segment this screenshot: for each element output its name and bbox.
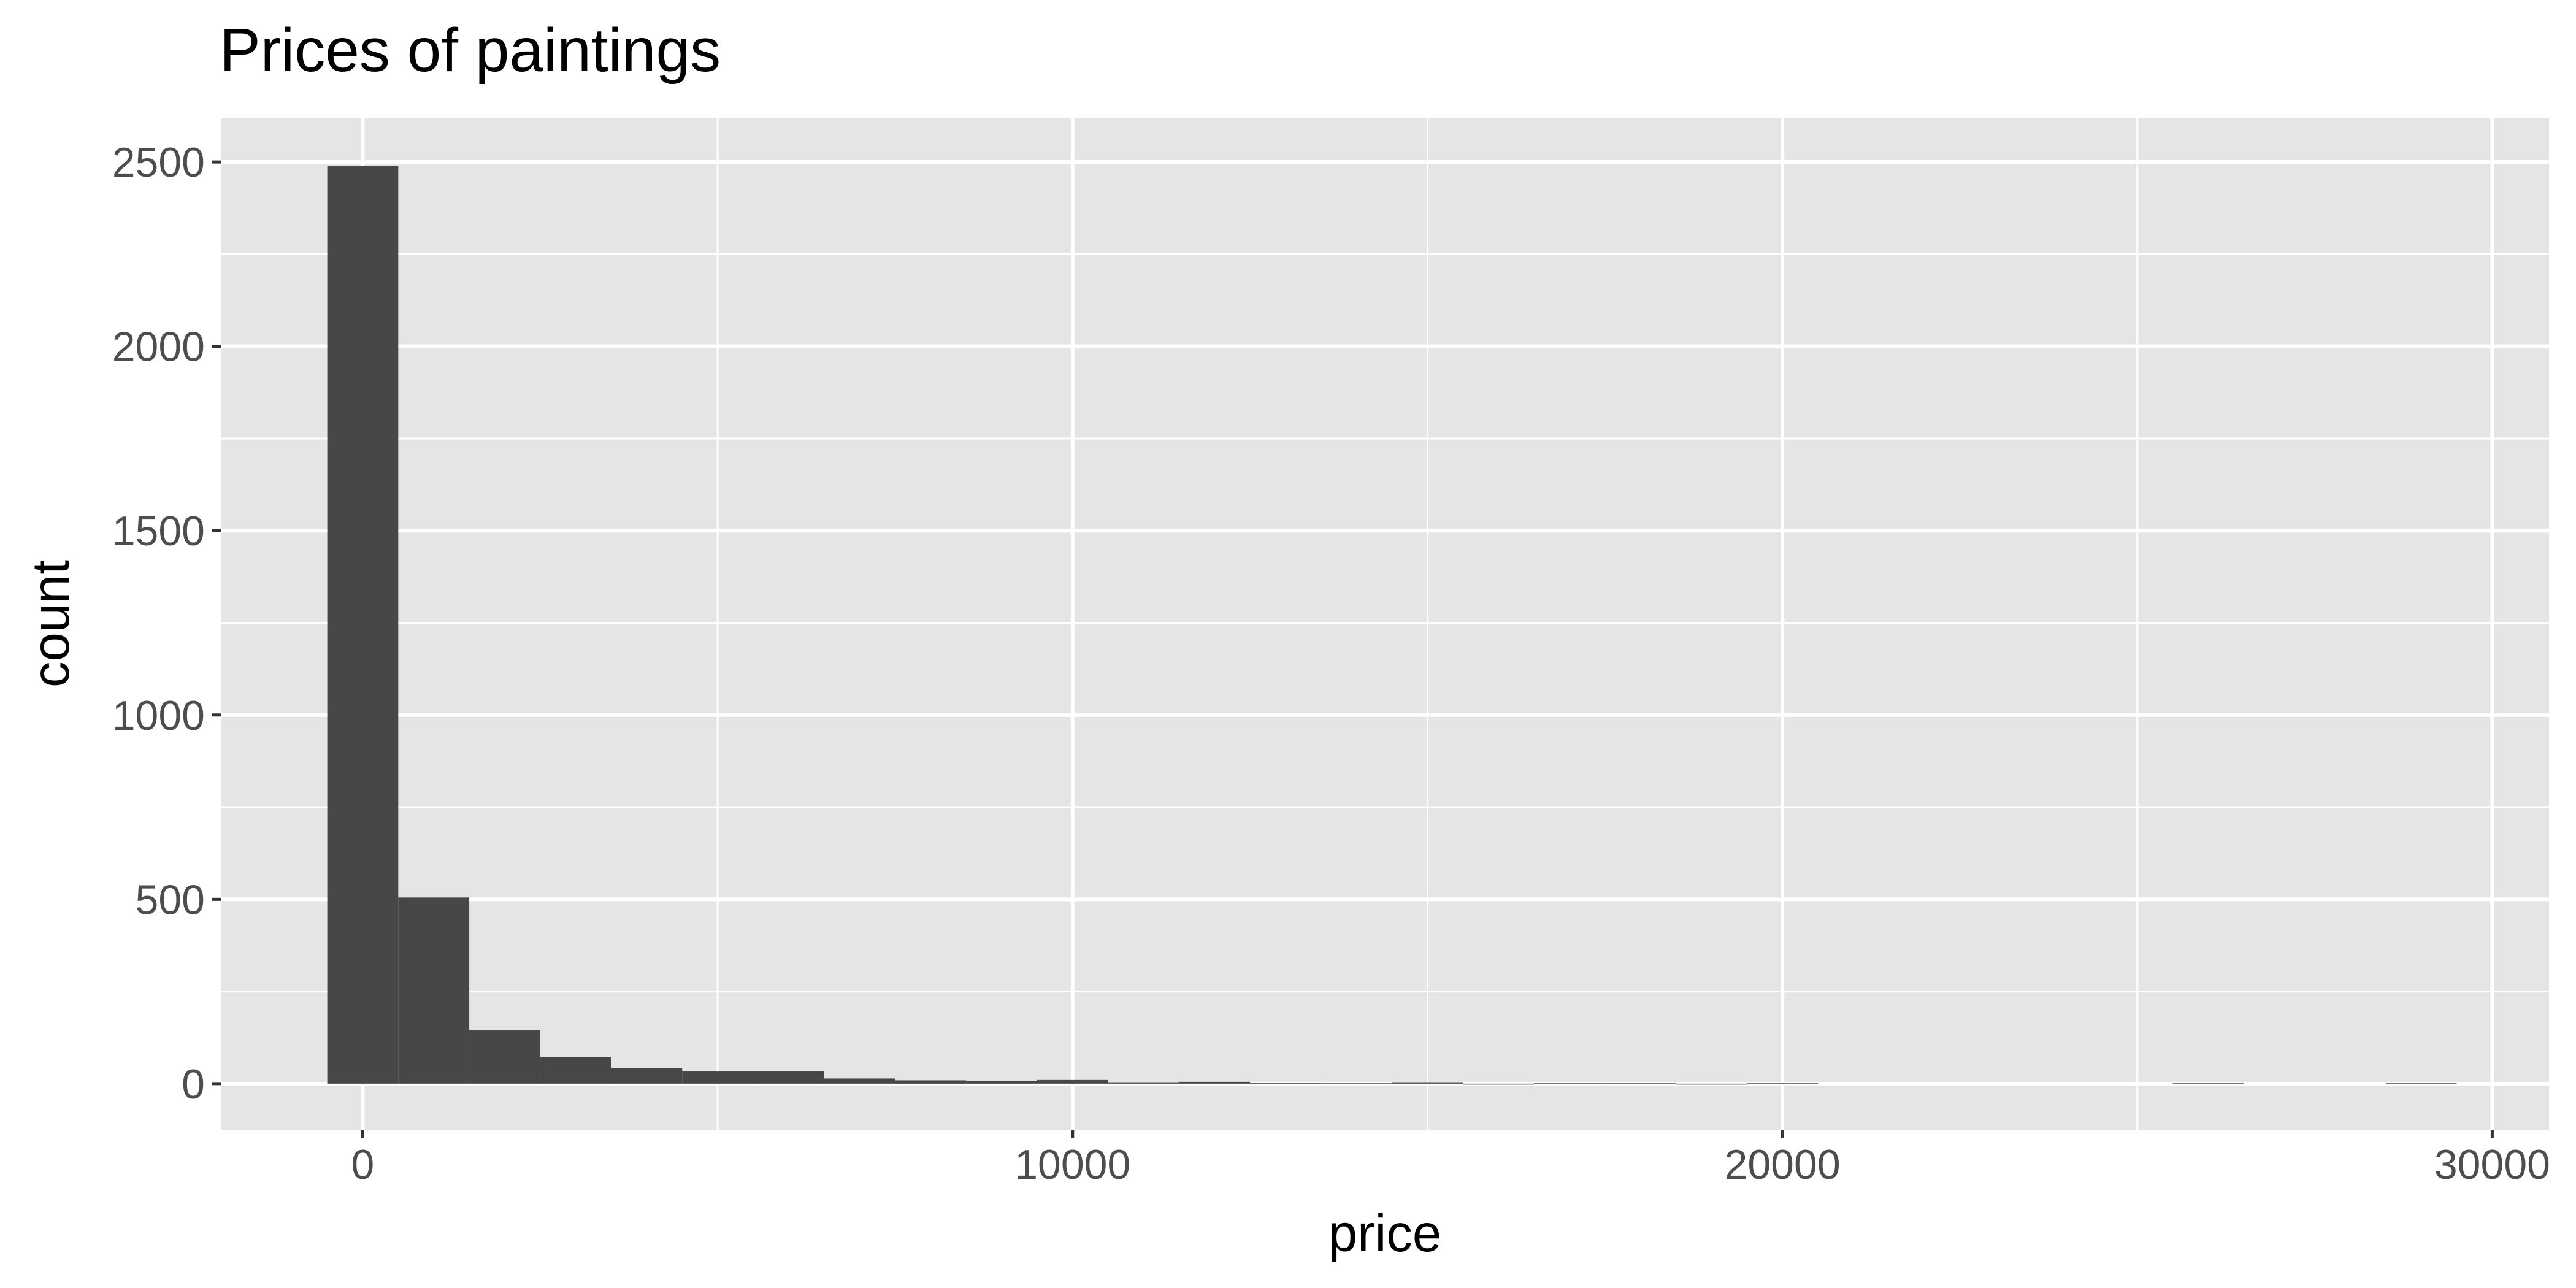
x-tick-label: 20000 [1725, 1141, 1841, 1188]
histogram-bars [327, 166, 2457, 1085]
histogram-bar [469, 1030, 540, 1084]
y-tick-label: 1000 [112, 692, 205, 739]
histogram-bar [966, 1081, 1037, 1084]
histogram-bar [2172, 1083, 2244, 1084]
y-tick-label: 500 [136, 876, 205, 923]
y-tick-label: 2000 [112, 324, 205, 370]
histogram-bar [895, 1080, 967, 1084]
histogram-bar [1250, 1083, 1321, 1084]
plot-panel [221, 118, 2549, 1130]
x-tick-label: 0 [351, 1141, 375, 1188]
x-axis-title: price [1328, 1205, 1441, 1263]
histogram-bar [1321, 1083, 1392, 1084]
histogram-bar [1392, 1082, 1463, 1084]
histogram-bar [327, 166, 399, 1084]
histogram-bar [824, 1078, 895, 1084]
histogram-bar [611, 1068, 683, 1084]
chart-title: Prices of paintings [220, 16, 721, 85]
histogram-bar [1108, 1082, 1179, 1084]
histogram-bar [753, 1071, 824, 1084]
x-axis: 0 10000 20000 30000 [351, 1130, 2550, 1188]
histogram-bar [682, 1071, 753, 1084]
x-tick-label: 10000 [1014, 1141, 1130, 1188]
minor-gridlines [221, 118, 2549, 1130]
histogram-bar [1676, 1083, 1747, 1085]
y-tick-label: 0 [182, 1061, 205, 1108]
x-tick-label: 30000 [2434, 1141, 2550, 1188]
y-axis-title: count [22, 560, 80, 688]
y-tick-label: 1500 [112, 508, 205, 554]
y-tick-label: 2500 [112, 139, 205, 186]
histogram-bar [1604, 1083, 1676, 1084]
histogram-bar [1534, 1083, 1605, 1084]
histogram-bar [1179, 1081, 1251, 1084]
histogram-bar [540, 1057, 611, 1084]
y-axis: 0 500 1000 1500 2000 2500 [112, 139, 221, 1108]
histogram-bar [2385, 1083, 2457, 1084]
histogram-bar [1037, 1079, 1108, 1084]
histogram-bar [398, 897, 470, 1084]
histogram-bar [1463, 1083, 1535, 1085]
histogram-bar [1747, 1083, 1818, 1084]
